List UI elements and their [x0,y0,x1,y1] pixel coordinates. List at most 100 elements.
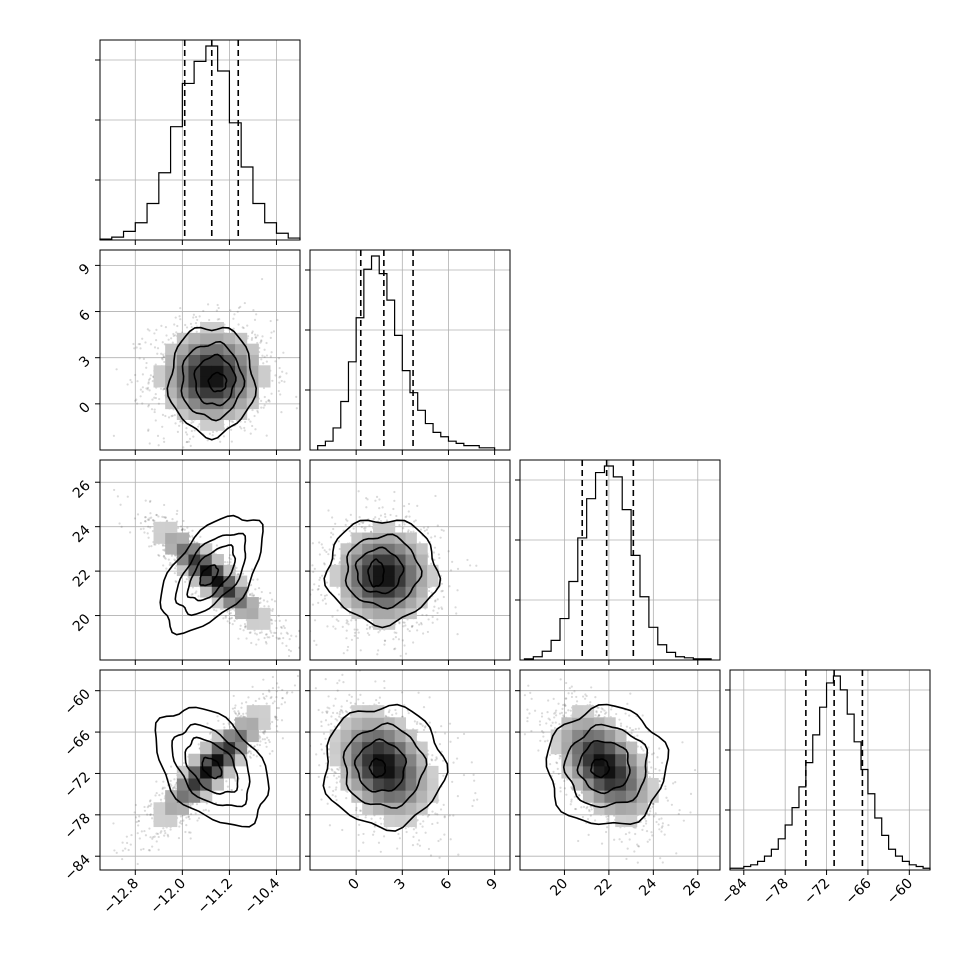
density-cell [373,607,385,620]
y-tick-label: 20 [70,611,94,635]
sample-point [256,341,259,345]
contour-line [367,558,385,588]
sample-point [174,787,177,790]
sample-point [392,507,395,511]
sample-point [316,588,320,591]
y-tick-label: 6 [76,307,94,325]
sample-point [321,574,324,577]
sample-point [427,526,430,529]
sample-point [254,336,257,339]
sample-point [185,578,188,581]
sample-point [252,594,256,597]
sample-point [175,580,178,584]
sample-point [173,323,176,326]
sample-point [252,578,255,581]
sample-point [327,509,330,512]
sample-point [149,813,152,816]
sample-point [253,414,256,418]
sample-point [311,588,314,591]
density-cell [176,532,189,544]
sample-point [406,530,410,533]
y-axis-ticks [305,481,310,617]
sample-point [130,381,133,384]
sample-point [248,593,252,597]
sample-point [175,512,178,516]
sample-point [440,528,443,531]
density-cell [211,322,224,334]
sample-point [138,837,141,840]
sample-point [197,817,201,820]
sample-point [243,622,247,626]
sample-point [437,607,440,610]
sample-point [112,434,115,437]
sample-point [402,665,404,667]
sample-point [358,516,361,519]
sample-point [408,629,411,633]
sample-point [422,632,425,635]
sample-point [311,564,314,567]
panel-frame [729,669,931,871]
sample-point [418,541,421,544]
sample-point [222,435,226,438]
sample-point [278,366,281,370]
sample-point [139,527,143,531]
density-cell [383,575,396,587]
sample-point [440,606,443,609]
density-cell [246,618,259,630]
sample-point [282,625,285,628]
contour-line [159,514,264,636]
sample-point [376,653,379,656]
density-cell [340,586,352,598]
density-cell [200,575,213,587]
sample-point [251,330,254,333]
sample-point [335,618,338,621]
sample-point [242,326,245,330]
sample-point [263,605,266,608]
sample-point [440,582,444,585]
sample-point [176,430,179,433]
sample-point [431,615,434,619]
sample-point [371,619,374,622]
sample-point [191,529,194,532]
sample-point [365,627,369,630]
density-cell [211,343,224,355]
sample-point [151,398,154,401]
sample-point [176,509,179,512]
sample-point [338,547,341,551]
density-cell [188,376,201,388]
sample-point [215,544,218,547]
density-cell [351,554,363,566]
sample-point [278,637,282,640]
sample-point [156,434,160,437]
sample-point [254,632,257,635]
sample-point [401,639,404,642]
density-cell [200,586,213,598]
density-cell [373,554,385,566]
sample-point [282,351,285,354]
sample-point [423,529,426,532]
sample-point [285,372,288,375]
sample-point [276,318,279,322]
sample-point [157,444,160,447]
sample-point [244,625,247,628]
density-cell [165,354,178,366]
sample-point [241,572,245,575]
density-cell [340,543,352,555]
sample-point [244,626,247,629]
sample-point [164,516,167,519]
sample-point [213,615,216,618]
sample-point [266,600,269,603]
sample-point [133,811,136,814]
density-cell [258,618,271,630]
sample-point [403,644,406,647]
sample-point [239,456,241,458]
sample-point [182,519,185,523]
sample-point [153,332,156,335]
density-cell [153,365,166,377]
sample-point [130,833,133,837]
sample-point [374,516,377,519]
sample-point [285,692,288,695]
sample-point [184,431,188,434]
sample-point [342,652,345,655]
